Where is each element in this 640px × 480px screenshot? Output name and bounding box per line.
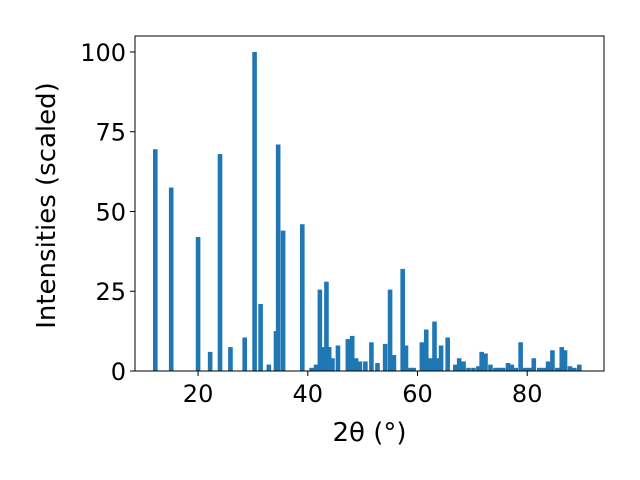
bar	[438, 345, 444, 371]
bar	[536, 367, 542, 371]
bar	[562, 350, 568, 371]
bar	[335, 345, 341, 371]
bar	[353, 358, 359, 371]
bar	[527, 367, 532, 371]
y-axis-ticks: 0 25 50 75 100	[80, 39, 135, 386]
bar	[391, 355, 397, 371]
bar	[522, 367, 528, 371]
bar	[369, 342, 374, 371]
bar	[428, 358, 433, 371]
bar	[466, 367, 471, 371]
bar	[275, 144, 281, 371]
bar	[577, 364, 582, 371]
bar	[479, 351, 484, 371]
x-tick-label: 60	[402, 380, 433, 408]
x-tick-label: 20	[183, 380, 214, 408]
bar	[217, 154, 223, 371]
bar	[445, 337, 450, 371]
bar	[349, 335, 355, 371]
bar	[423, 329, 429, 371]
y-axis-label: Intensities (scaled)	[32, 82, 62, 329]
x-tick-label: 40	[293, 380, 324, 408]
bar	[488, 364, 493, 371]
bar	[300, 224, 305, 371]
bar	[400, 268, 405, 371]
y-tick-label: 0	[111, 358, 126, 386]
bar	[518, 342, 523, 371]
bar	[326, 347, 332, 371]
y-tick-label: 50	[95, 198, 126, 226]
bar	[309, 367, 314, 371]
bar	[411, 367, 416, 371]
bar	[572, 367, 577, 371]
bar	[493, 367, 498, 371]
bar	[228, 347, 233, 371]
x-tick-label: 80	[512, 380, 543, 408]
bar	[375, 363, 380, 371]
bar	[357, 361, 363, 371]
bar	[434, 358, 440, 371]
y-tick-label: 100	[80, 39, 126, 67]
bar	[500, 367, 506, 371]
x-axis-label: 2θ (°)	[332, 418, 406, 448]
y-tick-label: 25	[95, 278, 126, 306]
bar	[207, 351, 213, 371]
bar	[461, 361, 466, 371]
bar	[567, 366, 573, 371]
bar	[476, 366, 481, 371]
bar	[453, 364, 458, 371]
bar	[509, 364, 515, 371]
bar	[320, 347, 326, 371]
bar	[505, 363, 511, 371]
bar	[531, 358, 537, 371]
bar	[252, 51, 257, 371]
bar	[242, 337, 248, 371]
bar	[513, 367, 518, 371]
bar	[330, 358, 335, 371]
bar	[545, 361, 551, 371]
bar	[541, 367, 546, 371]
bars-group	[152, 51, 582, 371]
bar	[382, 343, 388, 371]
bar	[555, 367, 560, 371]
bar	[403, 345, 409, 371]
bar	[195, 237, 201, 371]
bar	[559, 347, 565, 371]
bar	[456, 358, 462, 371]
bar	[432, 321, 437, 371]
bar	[168, 187, 174, 371]
y-tick-label: 75	[95, 119, 126, 147]
plot-frame	[134, 35, 605, 372]
bar	[363, 361, 368, 371]
bar	[280, 230, 286, 371]
bar	[550, 350, 555, 371]
bar	[483, 353, 488, 371]
x-axis-ticks: 20 40 60 80	[183, 371, 543, 408]
bar	[419, 342, 425, 371]
bar	[152, 149, 158, 371]
bar	[471, 367, 476, 371]
bar	[266, 364, 272, 371]
bar	[387, 289, 393, 371]
bar	[313, 364, 319, 371]
bar	[408, 367, 413, 371]
bar	[324, 281, 329, 371]
bar	[496, 367, 502, 371]
bar	[258, 304, 263, 371]
bar	[345, 339, 351, 371]
bar	[317, 289, 323, 371]
